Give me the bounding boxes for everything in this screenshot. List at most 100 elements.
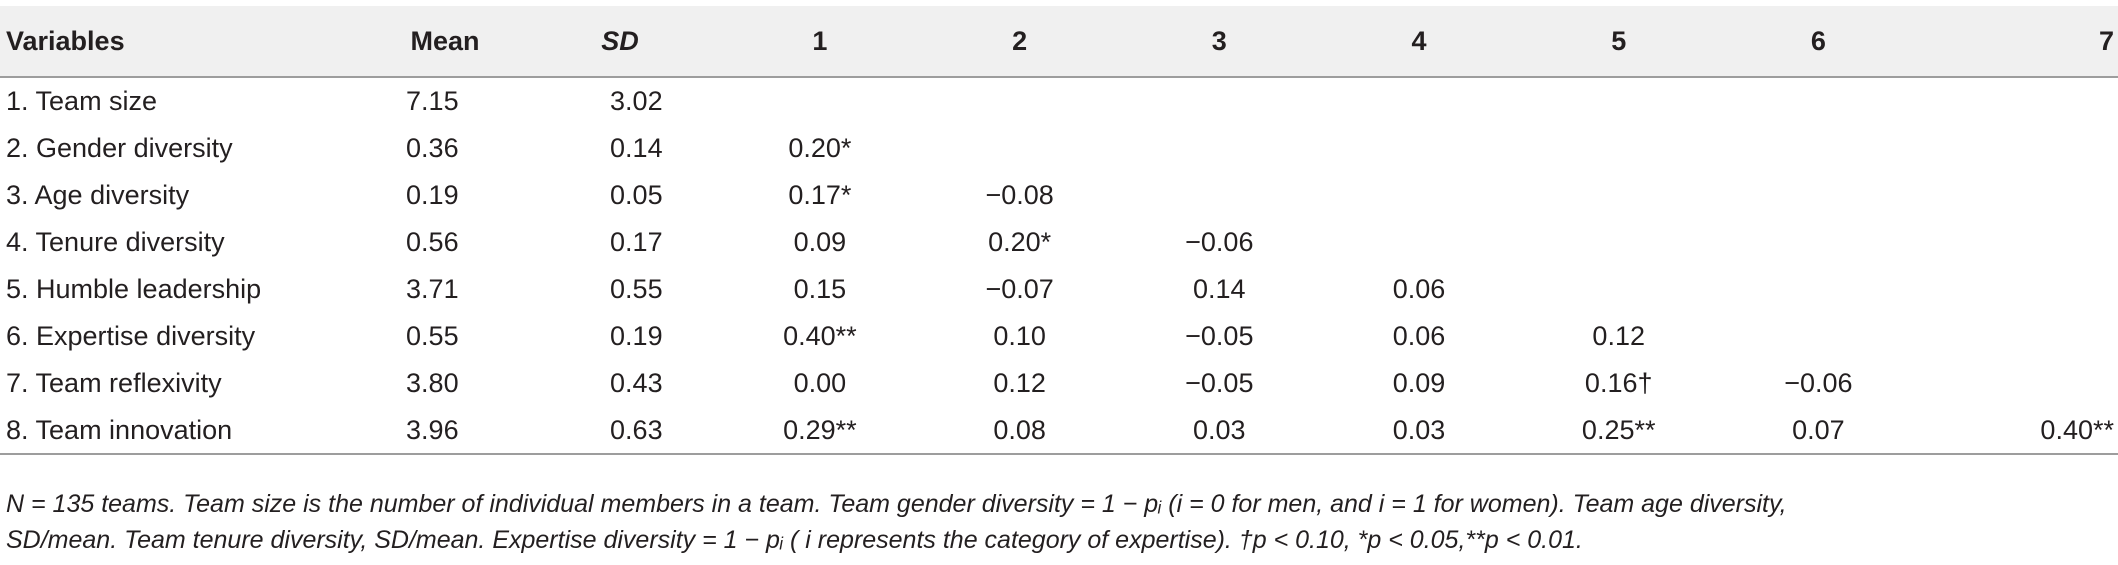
header-col-3: 3 (1119, 6, 1320, 78)
corr-cell (1719, 77, 1919, 125)
table-row: 7. Team reflexivity 3.80 0.43 0.00 0.12 … (0, 360, 2118, 407)
corr-cell (1918, 125, 2118, 172)
variable-cell: 2. Gender diversity (6, 133, 233, 163)
header-col-6: 6 (1718, 6, 1919, 78)
mean-cell: 3.96 (370, 407, 521, 455)
corr-cell: −0.05 (1185, 368, 1254, 398)
mean-cell: 0.55 (406, 321, 459, 351)
corr-cell (920, 77, 1120, 125)
corr-cell: 0.09 (793, 227, 847, 257)
sd-cell: 0.43 (610, 368, 663, 398)
corr-cell: −0.07 (985, 274, 1054, 304)
header-variables: Variables (0, 6, 371, 78)
corr-cell (1918, 266, 2118, 313)
corr-cell: 0.12 (993, 368, 1046, 398)
header-col-7: 7 (1918, 6, 2118, 78)
corr-cell (1519, 266, 1719, 313)
variable-cell: 8. Team innovation (0, 407, 371, 455)
header-col-4: 4 (1319, 6, 1519, 78)
corr-cell: 0.25** (1518, 407, 1719, 455)
corr-cell (1719, 266, 1919, 313)
corr-cell: 0.29** (720, 407, 920, 455)
table-row: 5. Humble leadership 3.71 0.55 0.15 −0.0… (0, 266, 2118, 313)
corr-cell: 0.06 (1392, 274, 1446, 304)
corr-cell: 0.07 (1718, 407, 1919, 455)
corr-cell (1519, 125, 1719, 172)
mean-cell: 0.36 (406, 133, 459, 163)
variable-cell: 5. Humble leadership (6, 274, 262, 304)
sd-cell: 0.55 (610, 274, 663, 304)
corr-cell (1719, 313, 1919, 360)
corr-cell (1519, 77, 1719, 125)
sd-cell: 0.17 (610, 227, 663, 257)
corr-cell: 0.03 (1119, 407, 1320, 455)
corr-cell: 0.16† (1584, 368, 1653, 398)
corr-cell: 0.17* (788, 180, 852, 210)
header-col-2: 2 (919, 6, 1120, 78)
mean-cell: 3.80 (406, 368, 459, 398)
corr-cell (1319, 125, 1519, 172)
table-row: 2. Gender diversity 0.36 0.14 0.20* (0, 125, 2118, 172)
corr-cell: 0.40** (1918, 407, 2118, 455)
corr-cell (1918, 219, 2118, 266)
corr-cell (1719, 125, 1919, 172)
corr-cell (720, 77, 920, 125)
header-row: Variables Mean SD 1 2 3 4 5 6 7 (0, 6, 2118, 78)
corr-cell: 0.20* (988, 227, 1052, 257)
corr-cell: 0.03 (1319, 407, 1519, 455)
corr-cell: −0.08 (985, 180, 1054, 210)
footnote-line-2: SD/mean. Team tenure diversity, SD/mean.… (6, 526, 1583, 554)
corr-cell (1119, 125, 1319, 172)
corr-cell (1918, 360, 2118, 407)
mean-cell: 0.19 (406, 180, 459, 210)
corr-cell: −0.05 (1185, 321, 1254, 351)
correlation-table: Variables Mean SD 1 2 3 4 5 6 7 1. Team … (0, 6, 2118, 455)
corr-cell: 0.12 (1592, 321, 1645, 351)
corr-cell (920, 125, 1120, 172)
header-col-1: 1 (720, 6, 920, 78)
table-row: 3. Age diversity 0.19 0.05 0.17* −0.08 (0, 172, 2118, 219)
variable-cell: 4. Tenure diversity (6, 227, 225, 257)
sd-cell: 3.02 (610, 86, 663, 116)
corr-cell: 0.20* (788, 133, 852, 163)
corr-cell (1319, 172, 1519, 219)
table-row: 8. Team innovation 3.96 0.63 0.29** 0.08… (0, 407, 2118, 455)
corr-cell: 0.06 (1392, 321, 1446, 351)
corr-cell (1319, 77, 1519, 125)
corr-cell: 0.00 (793, 368, 847, 398)
corr-cell (1119, 172, 1319, 219)
mean-cell: 7.15 (406, 86, 459, 116)
variable-cell: 3. Age diversity (6, 180, 190, 210)
table-row: 4. Tenure diversity 0.56 0.17 0.09 0.20*… (0, 219, 2118, 266)
variable-cell: 1. Team size (6, 86, 158, 116)
footnote-line-1: N = 135 teams. Team size is the number o… (6, 490, 1787, 518)
table-row: 6. Expertise diversity 0.55 0.19 0.40** … (0, 313, 2118, 360)
corr-cell (1319, 219, 1519, 266)
corr-cell (1719, 172, 1919, 219)
header-col-5: 5 (1518, 6, 1719, 78)
corr-cell (1119, 77, 1319, 125)
corr-cell: 0.10 (993, 321, 1046, 351)
corr-cell (1519, 219, 1719, 266)
corr-cell (1918, 313, 2118, 360)
corr-cell: −0.06 (1784, 368, 1853, 398)
corr-cell: 0.09 (1392, 368, 1446, 398)
corr-cell (1918, 77, 2118, 125)
table-footnote: N = 135 teams. Team size is the number o… (6, 486, 2106, 558)
corr-cell (1918, 172, 2118, 219)
sd-cell: 0.19 (610, 321, 663, 351)
sd-cell: 0.05 (610, 180, 663, 210)
corr-cell: 0.14 (1193, 274, 1246, 304)
header-mean: Mean (370, 6, 521, 78)
corr-cell: 0.08 (919, 407, 1120, 455)
sd-cell: 0.63 (520, 407, 721, 455)
mean-cell: 3.71 (406, 274, 459, 304)
variable-cell: 7. Team reflexivity (6, 368, 222, 398)
corr-cell (1719, 219, 1919, 266)
corr-cell: 0.40** (783, 321, 857, 351)
header-sd: SD (520, 6, 721, 78)
corr-cell: −0.06 (1185, 227, 1254, 257)
table-row: 1. Team size 7.15 3.02 (0, 77, 2118, 125)
variable-cell: 6. Expertise diversity (6, 321, 256, 351)
